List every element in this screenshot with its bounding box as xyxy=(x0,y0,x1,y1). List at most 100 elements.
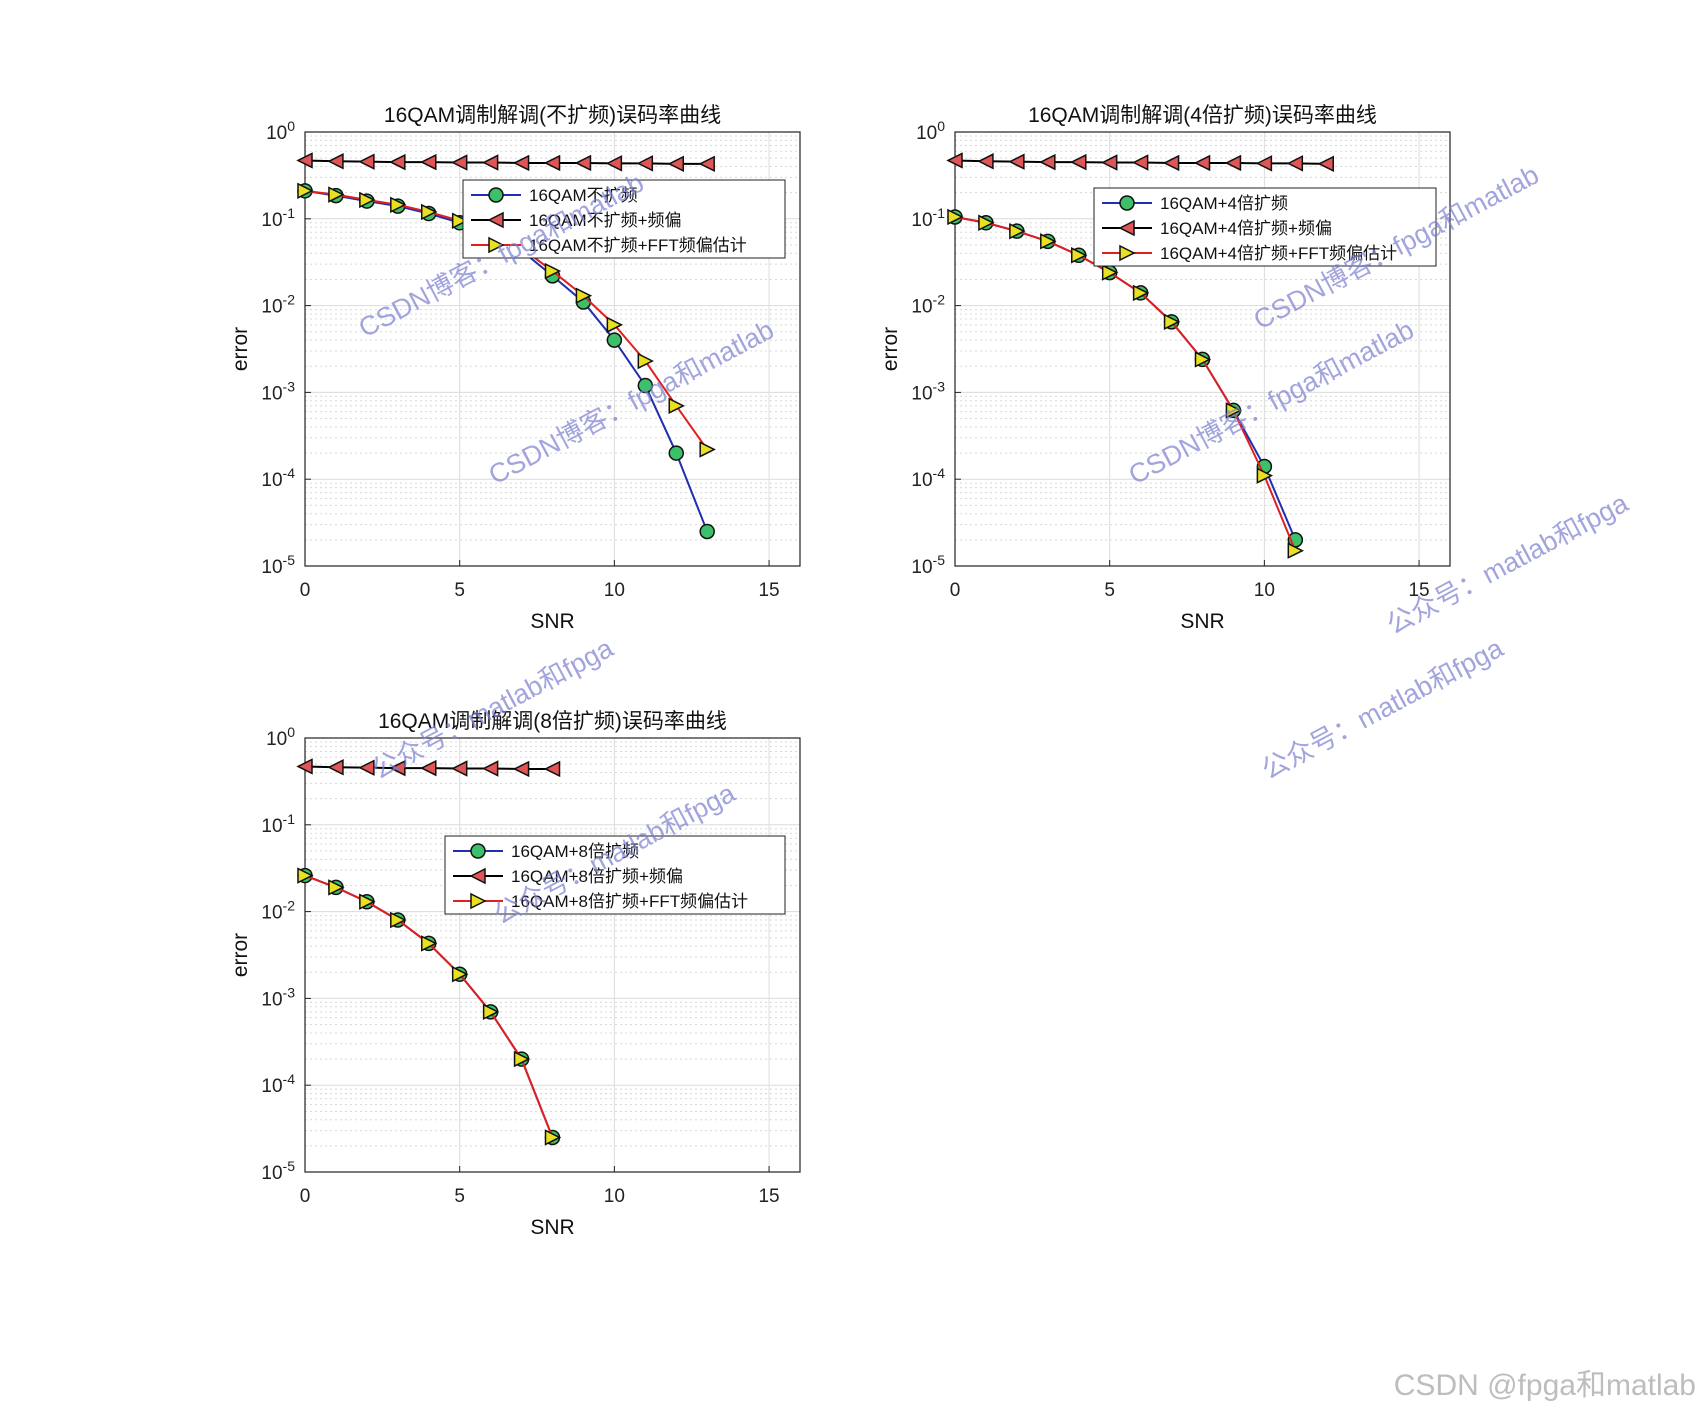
marker-triangle-left xyxy=(667,155,684,173)
marker-triangle-right xyxy=(1101,264,1119,281)
subplot-3: 0 5 10 15 10-5 10-4 10-3 10-2 10-1 100 16QAM调制解调(8… xyxy=(229,710,801,1239)
marker-triangle-right xyxy=(513,1050,531,1068)
marker-triangle-left xyxy=(327,759,344,776)
marker-triangle-left xyxy=(698,155,715,173)
marker-triangle-left xyxy=(1286,155,1304,172)
marker-triangle-right xyxy=(668,397,685,415)
marker-triangle-right xyxy=(606,316,624,334)
subplot-1: 0 5 10 15 10-5 10-4 10-3 10-2 10-1 100 16QAM调制解调(不… xyxy=(229,104,801,633)
marker-triangle-right xyxy=(544,1129,562,1146)
legend-entry: 16QAM+4倍扩频+FFT频偏估计 xyxy=(1160,244,1397,263)
marker-triangle-left xyxy=(327,153,344,170)
marker-triangle-left xyxy=(358,759,375,776)
marker-triangle-right xyxy=(544,262,562,280)
marker-circle xyxy=(668,445,684,461)
marker-triangle-right xyxy=(637,352,654,370)
marker-triangle-right xyxy=(390,911,407,929)
marker-triangle-right xyxy=(359,893,376,910)
axes-frame xyxy=(954,131,1451,567)
marker-triangle-left xyxy=(1131,154,1149,171)
marker-circle xyxy=(699,523,715,540)
legend-entry: 16QAM+8倍扩频+频偏 xyxy=(511,867,683,886)
marker-triangle-right xyxy=(297,182,314,200)
marker-triangle-left xyxy=(543,760,561,778)
marker-triangle-right xyxy=(575,287,593,304)
marker-triangle-left xyxy=(605,155,623,172)
marker-triangle-right xyxy=(1194,351,1212,368)
x-tick-label: 5 xyxy=(454,1186,465,1207)
marker-triangle-left xyxy=(1255,155,1273,172)
y-tick-label: 10-1 xyxy=(261,205,295,231)
legend: 16QAM不扩频 16QAM不扩频+频偏 16QAM不扩频+FFT频偏估计 xyxy=(462,179,786,259)
axes-frame xyxy=(304,737,801,1173)
axes-frame xyxy=(304,131,801,567)
marker-triangle-left xyxy=(946,152,963,169)
series-3 xyxy=(947,208,1304,559)
marker-triangle-left xyxy=(543,154,561,172)
marker-triangle-left xyxy=(1008,153,1025,170)
legend-entry: 16QAM不扩频+FFT频偏估计 xyxy=(529,236,747,255)
marker-triangle-left xyxy=(389,153,406,171)
y-tick-label: 10-5 xyxy=(261,1158,295,1184)
marker-triangle-right xyxy=(488,236,505,254)
footer-credit: CSDN @fpga和matlab xyxy=(1393,1369,1696,1402)
x-axis-label: SNR xyxy=(1180,610,1224,633)
y-tick-label: 10-1 xyxy=(911,205,945,231)
marker-triangle-right xyxy=(947,208,964,226)
marker-circle xyxy=(1119,195,1135,211)
marker-triangle-left xyxy=(1193,154,1211,172)
y-tick-label: 10-3 xyxy=(261,984,295,1010)
marker-triangle-left xyxy=(512,760,530,778)
marker-circle xyxy=(470,843,486,859)
plot-area xyxy=(305,738,800,1172)
y-tick-label: 10-5 xyxy=(911,552,945,578)
marker-circle xyxy=(488,187,504,203)
x-axis-label: SNR xyxy=(530,1216,574,1239)
series-2 xyxy=(296,758,561,778)
y-tick-label: 10-3 xyxy=(911,378,945,404)
marker-triangle-right xyxy=(390,196,407,214)
marker-triangle-left xyxy=(420,153,437,171)
x-tick-label: 15 xyxy=(758,580,779,601)
marker-triangle-left xyxy=(636,155,654,172)
marker-triangle-left xyxy=(420,759,437,777)
marker-triangle-right xyxy=(470,892,487,910)
marker-triangle-right xyxy=(421,203,438,221)
marker-triangle-right xyxy=(482,1003,500,1021)
x-tick-label: 0 xyxy=(300,1186,311,1207)
y-tick-label: 100 xyxy=(266,118,295,144)
marker-triangle-left xyxy=(469,867,486,885)
marker-triangle-right xyxy=(451,965,469,983)
y-tick-label: 100 xyxy=(266,724,295,750)
marker-triangle-right xyxy=(1225,402,1243,419)
marker-triangle-left xyxy=(574,154,592,172)
marker-triangle-left xyxy=(512,154,530,172)
y-axis-label: error xyxy=(879,327,902,371)
x-tick-label: 10 xyxy=(1254,580,1275,601)
y-axis-label: error xyxy=(229,933,252,977)
x-tick-label: 15 xyxy=(758,1186,779,1207)
marker-triangle-right xyxy=(978,214,995,231)
chart-title: 16QAM调制解调(8倍扩频)误码率曲线 xyxy=(378,710,727,733)
legend-entry: 16QAM+4倍扩频+频偏 xyxy=(1160,219,1332,238)
legend-entry: 16QAM+8倍扩频 xyxy=(511,842,639,861)
marker-triangle-right xyxy=(1071,247,1088,264)
x-tick-label: 10 xyxy=(604,580,625,601)
legend-entry: 16QAM不扩频 xyxy=(529,186,638,205)
y-tick-label: 10-4 xyxy=(261,1071,295,1097)
x-tick-label: 0 xyxy=(950,580,961,601)
legend: 16QAM+4倍扩频 16QAM+4倍扩频+频偏 16QAM+4倍扩频+FFT频偏估… xyxy=(1093,187,1437,267)
marker-triangle-left xyxy=(1118,219,1135,237)
series-3 xyxy=(297,867,562,1146)
marker-triangle-right xyxy=(1132,284,1150,302)
marker-triangle-left xyxy=(1162,154,1180,172)
x-tick-label: 15 xyxy=(1408,580,1429,601)
subplot-2: 0 5 10 15 10-5 10-4 10-3 10-2 10-1 100 16QAM调制解调(4… xyxy=(879,104,1451,633)
marker-triangle-left xyxy=(389,759,406,777)
y-tick-label: 10-2 xyxy=(261,292,295,318)
marker-triangle-right xyxy=(421,935,438,952)
marker-triangle-left xyxy=(977,153,994,170)
marker-triangle-left xyxy=(296,758,313,775)
legend: 16QAM+8倍扩频 16QAM+8倍扩频+频偏 16QAM+8倍扩频+FFT频偏估… xyxy=(444,835,786,915)
marker-triangle-right xyxy=(328,879,345,896)
